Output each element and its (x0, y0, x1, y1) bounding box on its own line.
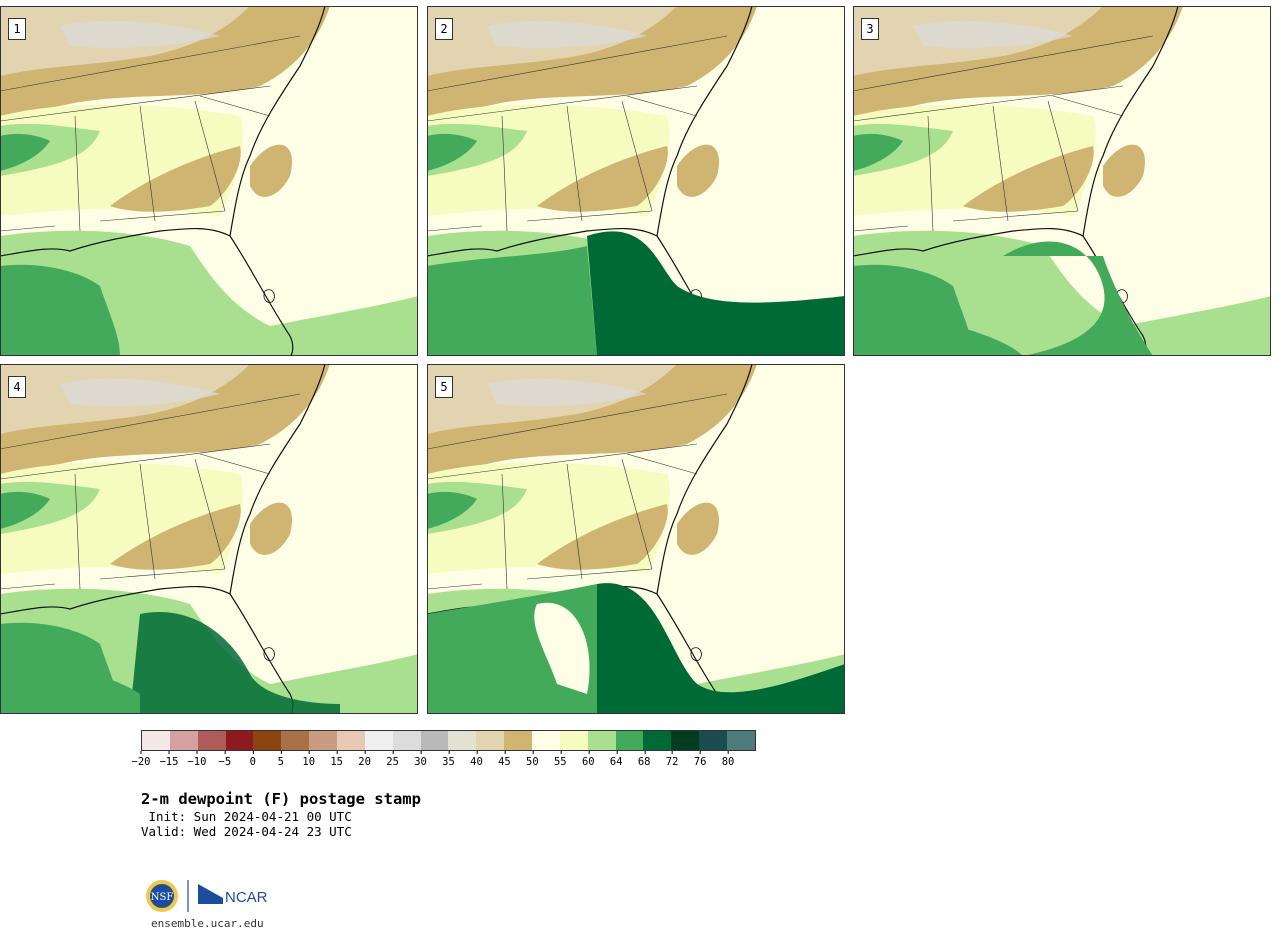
figure-title: 2-m dewpoint (F) postage stamp (141, 790, 421, 808)
colorbar-segment (504, 731, 533, 750)
map-panel-5: 5 (427, 364, 845, 714)
footer-url: ensemble.ucar.edu (151, 917, 264, 930)
colorbar-tick-label: 40 (470, 751, 483, 768)
colorbar-segment (448, 731, 477, 750)
colorbar-segment (142, 731, 170, 750)
colorbar-segment (699, 731, 728, 750)
colorbar-segment (364, 731, 393, 750)
panel-label: 5 (435, 376, 453, 398)
colorbar-segment (420, 731, 449, 750)
colorbar-tick-label: −10 (187, 751, 206, 768)
nsf-logo-text: NSF (151, 892, 174, 903)
dewpoint-map (853, 6, 1271, 356)
colorbar-ticks: −20 −15 −10 −5 0 5 10 15 20 25 30 35 40 45 50 55 60 64 68 7… (132, 751, 756, 771)
colorbar-tick-label: 76 (694, 751, 706, 768)
colorbar-tick-label: 60 (582, 751, 595, 768)
colorbar-tick-label: 35 (442, 751, 455, 768)
colorbar-tick-label: −15 (159, 751, 178, 768)
colorbar-segment (727, 731, 755, 750)
colorbar-segment (225, 731, 254, 750)
colorbar-tick-label: 45 (498, 751, 511, 768)
valid-time: Valid: Wed 2024-04-24 23 UTC (141, 824, 352, 839)
colorbar (141, 730, 756, 751)
colorbar-segment (587, 731, 616, 750)
colorbar-tick-label: 80 (722, 751, 734, 768)
colorbar-tick-label: 64 (610, 751, 623, 768)
panel-label: 3 (861, 18, 879, 40)
colorbar-tick-label: −5 (219, 751, 231, 768)
panel-label: 2 (435, 18, 453, 40)
colorbar-tick-label: 15 (330, 751, 343, 768)
colorbar-segment (197, 731, 226, 750)
map-panel-1: 1 (0, 6, 418, 356)
colorbar-tick-label: 10 (302, 751, 315, 768)
colorbar-tick-label: 68 (638, 751, 651, 768)
colorbar-tick-label: 55 (554, 751, 567, 768)
colorbar-tick-label: 30 (414, 751, 427, 768)
dewpoint-map (427, 364, 845, 714)
map-panel-2: 2 (427, 6, 845, 356)
colorbar-tick-label: 25 (386, 751, 399, 768)
panel-label: 4 (8, 376, 26, 398)
nsf-ncar-logo: NSF NCAR (146, 880, 268, 912)
panel-label: 1 (8, 18, 26, 40)
init-time: Init: Sun 2024-04-21 00 UTC (141, 809, 352, 824)
colorbar-segment (559, 731, 588, 750)
map-panel-3: 3 (853, 6, 1271, 356)
colorbar-tick-label: 0 (250, 751, 256, 768)
colorbar-tick-label: 20 (358, 751, 371, 768)
colorbar-tick-label: 50 (526, 751, 539, 768)
colorbar-tick-label: −20 (132, 751, 150, 768)
colorbar-segment (337, 731, 365, 750)
colorbar-segment (476, 731, 505, 750)
dewpoint-map (0, 364, 418, 714)
colorbar-segment (169, 731, 198, 750)
colorbar-segment (615, 731, 644, 750)
logo-area: NSF NCAR (143, 876, 283, 916)
colorbar-segment (671, 731, 700, 750)
colorbar-segment (309, 731, 338, 750)
map-panel-4: 4 (0, 364, 418, 714)
dewpoint-map (427, 6, 845, 356)
colorbar-segment (532, 731, 560, 750)
ncar-logo-text: NCAR (225, 889, 268, 906)
colorbar-tick-label: 5 (278, 751, 284, 768)
colorbar-segment (281, 731, 310, 750)
colorbar-segment (253, 731, 282, 750)
colorbar-tick-label: 72 (666, 751, 678, 768)
colorbar-segment (392, 731, 421, 750)
colorbar-segment (643, 731, 672, 750)
